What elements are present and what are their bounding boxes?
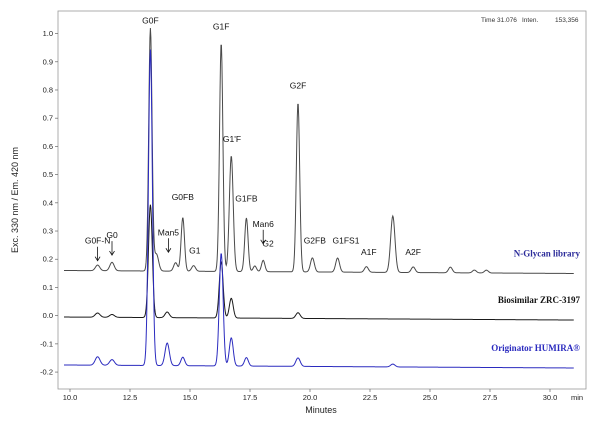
- peak-label: G0: [106, 230, 118, 240]
- y-tick-label: 0.3: [43, 227, 53, 236]
- peak-label: G1'F: [223, 134, 241, 144]
- x-tick-label: 17.5: [243, 393, 258, 402]
- axis-ticks: 10.0 12.5 15.0 17.5 20.0 22.5 25.0 27.5 30.0 -0.2…: [40, 29, 557, 402]
- y-tick-label: 0.1: [43, 283, 53, 292]
- peak-label: G0F: [142, 16, 159, 26]
- series-label: N-Glycan library: [514, 248, 581, 258]
- x-tick-label: 25.0: [423, 393, 438, 402]
- peak-label: G2: [262, 239, 274, 249]
- y-tick-label: 0.2: [43, 255, 53, 264]
- x-axis-title: Minutes: [305, 405, 337, 415]
- peak-arrowhead: [94, 256, 101, 262]
- y-tick-label: 0.6: [43, 142, 53, 151]
- x-tick-label: 12.5: [123, 393, 138, 402]
- status-time-value: 31.076: [497, 17, 517, 24]
- peak-arrowhead: [260, 239, 267, 245]
- x-tick-label: 10.0: [63, 393, 78, 402]
- y-axis-title: Exc. 330 nm / Em. 420 nm: [10, 147, 20, 253]
- y-tick-label: 0.5: [43, 170, 53, 179]
- y-tick-label: 0.8: [43, 85, 53, 94]
- peak-label: G2FB: [304, 236, 327, 246]
- x-tick-label: 15.0: [183, 393, 198, 402]
- y-tick-label: -0.1: [40, 339, 53, 348]
- peak-label: Man6: [253, 219, 275, 229]
- y-tick-label: 1.0: [43, 29, 53, 38]
- series-label: Biosimilar ZRC-3197: [498, 295, 581, 305]
- series-labels: N-Glycan library Biosimilar ZRC-3197 Origi…: [491, 248, 580, 353]
- y-tick-label: 0.7: [43, 114, 53, 123]
- peak-arrowhead: [109, 250, 115, 256]
- y-tick-label: -0.2: [40, 368, 53, 377]
- peak-label: G1: [189, 246, 201, 256]
- series-trace-3: [64, 49, 574, 369]
- peak-label: G0F-N: [85, 236, 111, 246]
- peak-label: G1FB: [235, 193, 258, 203]
- series-label: Originator HUMIRA®: [491, 343, 580, 353]
- peak-label: G1F: [213, 21, 230, 31]
- y-tick-label: 0.9: [43, 57, 53, 66]
- peak-label: G0FB: [172, 192, 195, 202]
- y-tick-label: 0.0: [43, 311, 53, 320]
- status-time-label: Time: [481, 17, 496, 24]
- peak-label: G1FS1: [333, 236, 360, 246]
- y-tick-label: 0.4: [43, 198, 53, 207]
- peak-annotations: G0F-NG0 G0F Man5 G0FB G1 G1F G1'F G1FB Man6 G2 G2F…: [85, 16, 421, 262]
- x-tick-label: 22.5: [363, 393, 378, 402]
- x-unit-label: min: [571, 393, 583, 402]
- series-trace-2: [64, 204, 574, 321]
- x-tick-label: 30.0: [543, 393, 558, 402]
- x-tick-label: 27.5: [483, 393, 498, 402]
- peak-label: G2F: [290, 81, 307, 91]
- x-tick-label: 20.0: [303, 393, 318, 402]
- peak-arrowhead: [165, 248, 172, 254]
- peak-label: A2F: [405, 247, 421, 257]
- status-inten-label: Inten.: [522, 17, 538, 24]
- peak-label: Man5: [158, 227, 180, 237]
- status-inten-value: 153,356: [555, 17, 579, 24]
- peak-label: A1F: [361, 247, 377, 257]
- plot-frame: [57, 10, 587, 390]
- chromatogram-traces: [64, 28, 574, 369]
